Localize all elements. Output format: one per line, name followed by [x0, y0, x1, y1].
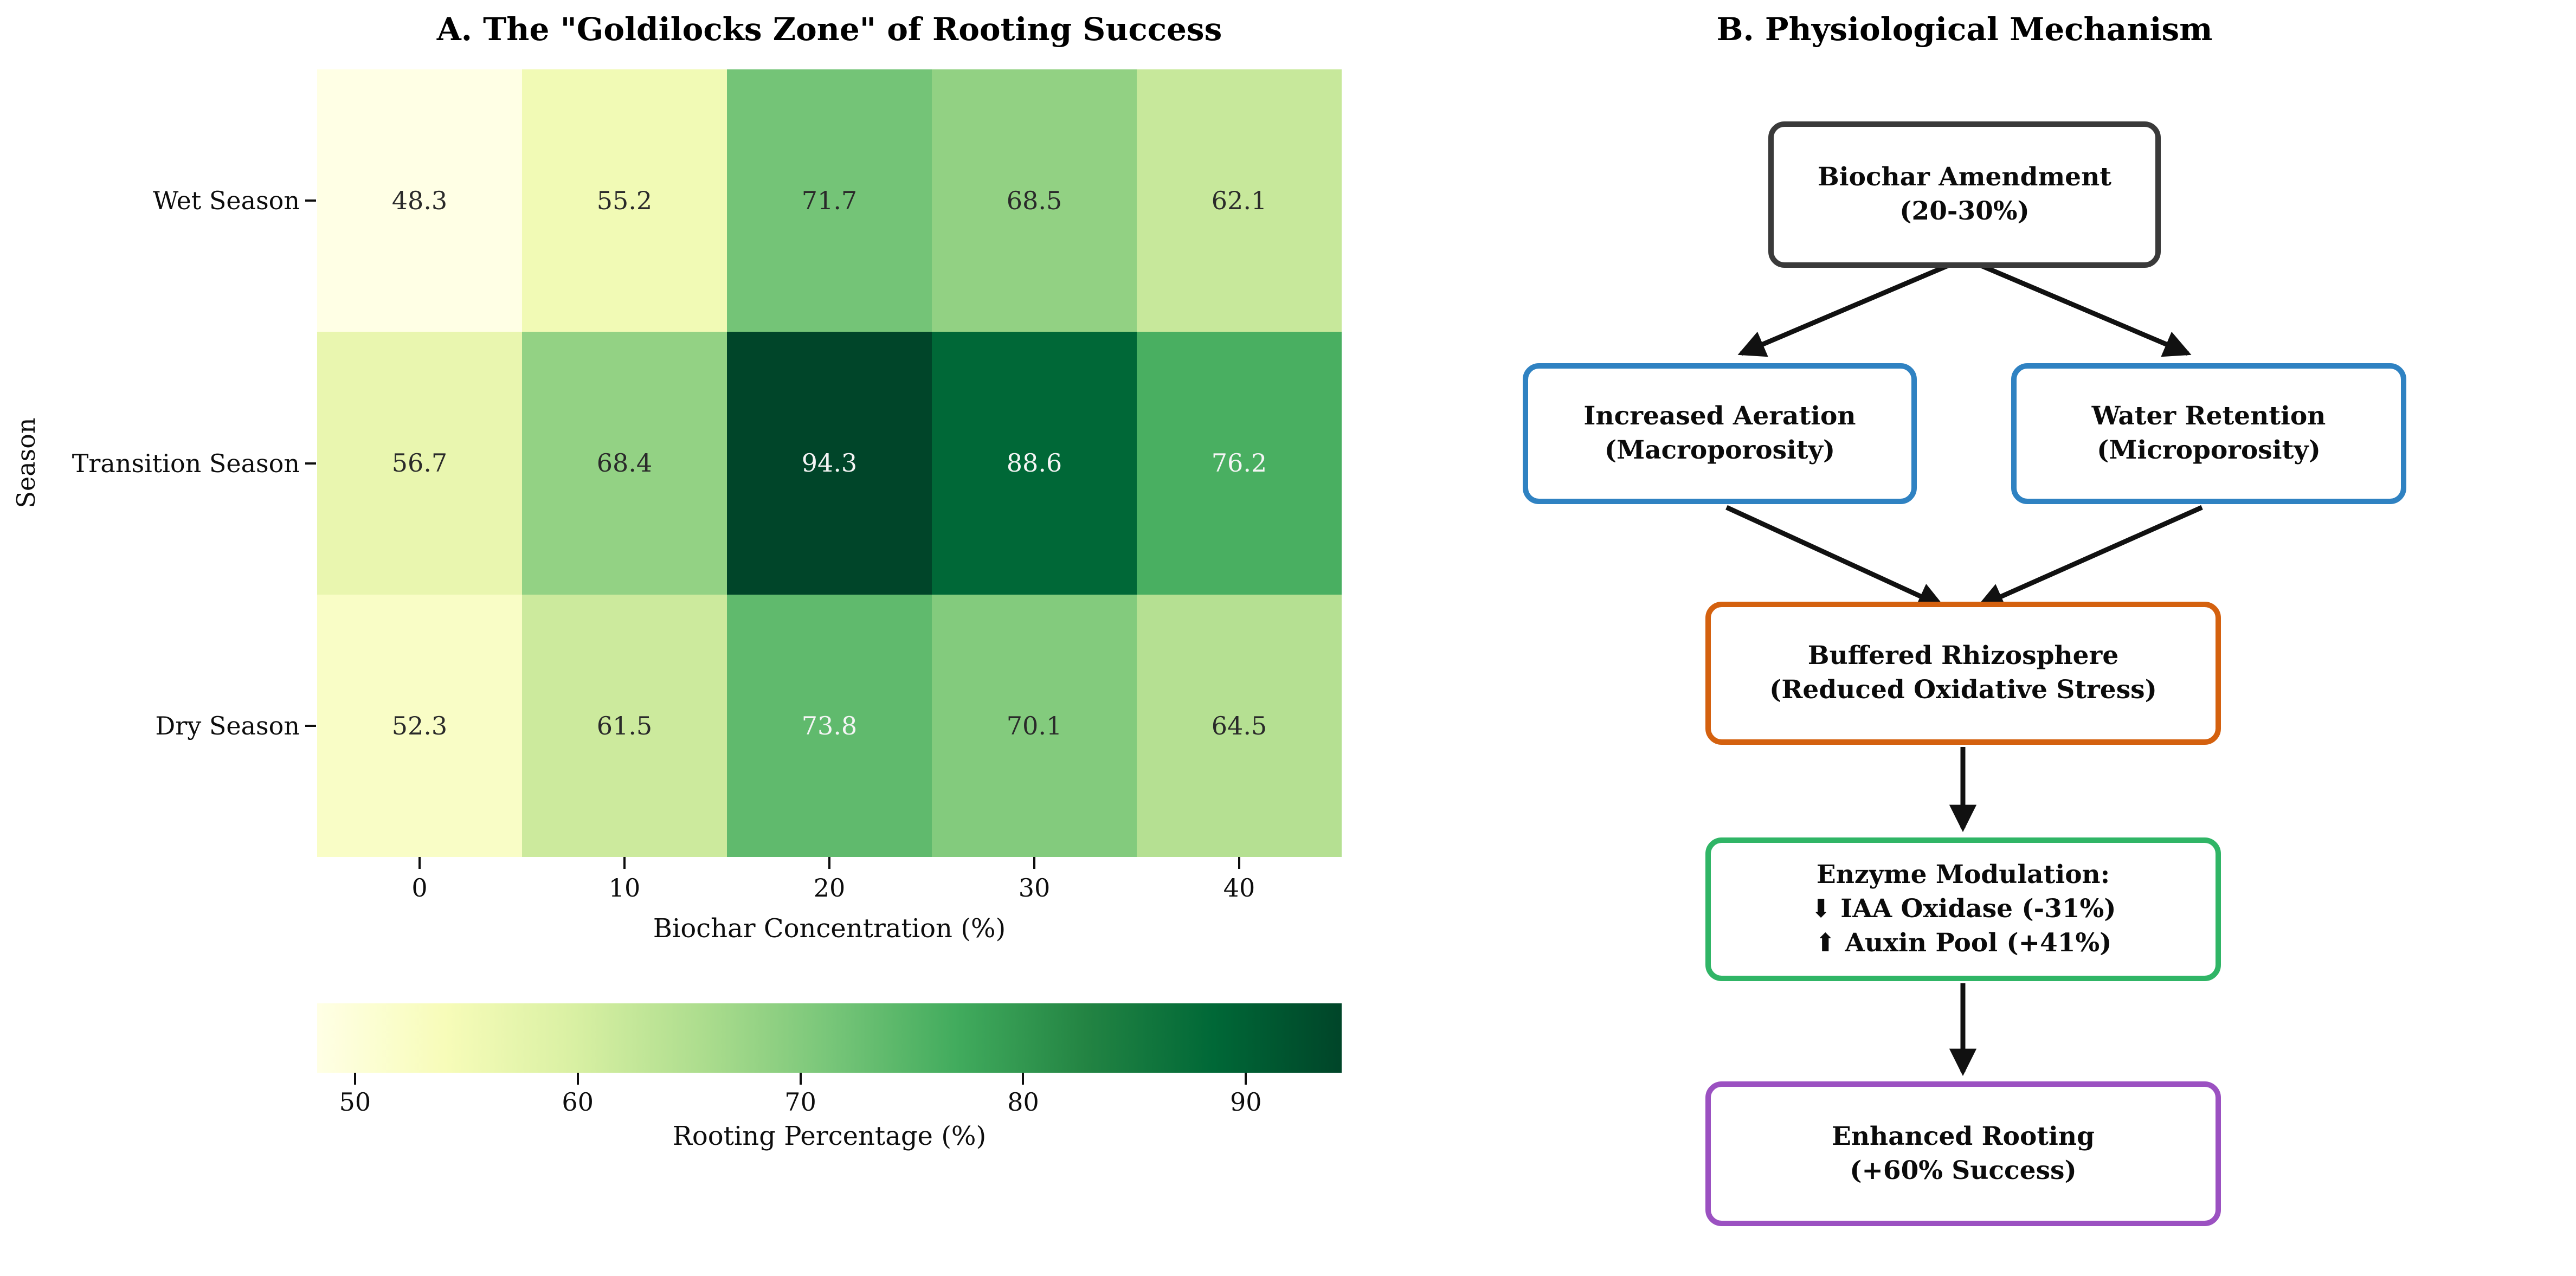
heatmap-cell-value: 55.2: [596, 186, 653, 216]
colorbar-tick-mark: [1022, 1073, 1025, 1085]
y-tick-label: Transition Season: [72, 448, 300, 478]
y-tick-mark: [305, 462, 316, 465]
colorbar-tick-label: 60: [562, 1087, 594, 1117]
x-tick-label: 10: [608, 873, 641, 903]
x-tick-mark: [1033, 857, 1035, 869]
arrow-water-retention-to-rhizosphere: [1976, 505, 2203, 609]
heatmap-cell: 88.6: [932, 332, 1137, 595]
flow-box-line: Buffered Rhizosphere: [1807, 641, 2119, 671]
heatmap-cell-value: 68.5: [1006, 186, 1062, 216]
flow-box-line: (20-30%): [1899, 196, 2030, 226]
colorbar-tick-mark: [576, 1073, 579, 1085]
heatmap-cell-value: 48.3: [391, 186, 448, 216]
y-tick-mark: [305, 199, 316, 202]
y-tick-label: Wet Season: [153, 186, 300, 216]
flow-box-enhanced-rooting: Enhanced Rooting (+60% Success): [1705, 1081, 2221, 1226]
heatmap-cell: 68.5: [932, 69, 1137, 332]
x-tick-label: 30: [1018, 873, 1051, 903]
heatmap-cell-value: 62.1: [1211, 186, 1267, 216]
heatmap-cell-value: 64.5: [1211, 711, 1267, 740]
flow-box-water-retention: Water Retention (Microporosity): [2011, 363, 2406, 504]
flow-box-line: (Microporosity): [2097, 435, 2321, 465]
colorbar-tick-label: 90: [1230, 1087, 1262, 1117]
heatmap-cell: 71.7: [727, 69, 932, 332]
heatmap-cell: 48.3: [317, 69, 522, 332]
heatmap-cell-value: 76.2: [1211, 448, 1267, 478]
heatmap-cell-value: 70.1: [1006, 711, 1062, 740]
x-tick-mark: [418, 857, 421, 869]
flow-box-line: (Reduced Oxidative Stress): [1769, 675, 2157, 705]
x-tick-label: 20: [813, 873, 846, 903]
heatmap-cell: 76.2: [1137, 332, 1342, 595]
x-tick-label: 40: [1223, 873, 1255, 903]
heatmap-cell-value: 94.3: [801, 448, 858, 478]
x-tick-mark: [623, 857, 626, 869]
heatmap-cell: 73.8: [727, 594, 932, 857]
flow-box-line: Increased Aeration: [1583, 401, 1856, 431]
heatmap-cell: 94.3: [727, 332, 932, 595]
colorbar-label: Rooting Percentage (%): [672, 1121, 987, 1151]
x-tick-label: 0: [411, 873, 428, 903]
flow-box-line: Water Retention: [2091, 401, 2326, 431]
flow-box-line: Enzyme Modulation:: [1816, 860, 2110, 890]
y-tick-label: Dry Season: [155, 711, 300, 740]
heatmap-cell: 56.7: [317, 332, 522, 595]
heatmap-cell: 68.4: [522, 332, 727, 595]
flow-box-line: (Macroporosity): [1604, 435, 1836, 465]
heatmap-cell-value: 88.6: [1006, 448, 1062, 478]
x-tick-mark: [1238, 857, 1240, 869]
flow-box-line: ⬇ IAA Oxidase (-31%): [1810, 894, 2116, 924]
heatmap-cell-value: 73.8: [801, 711, 858, 740]
colorbar-tick-mark: [1245, 1073, 1247, 1085]
heatmap-cell: 52.3: [317, 594, 522, 857]
flow-box-increased-aeration: Increased Aeration (Macroporosity): [1523, 363, 1917, 504]
heatmap-cell-value: 56.7: [391, 448, 448, 478]
panel-a-title: A. The "Goldilocks Zone" of Rooting Succ…: [436, 11, 1222, 48]
arrow-biochar-to-water-retention: [1967, 257, 2192, 357]
y-tick-mark: [305, 724, 316, 727]
colorbar-tick-mark: [799, 1073, 802, 1085]
heatmap-cell: 64.5: [1137, 594, 1342, 857]
flow-box-buffered-rhizosphere: Buffered Rhizosphere (Reduced Oxidative S…: [1705, 602, 2221, 745]
arrow-biochar-to-aeration: [1737, 257, 1962, 357]
flow-box-biochar-amendment: Biochar Amendment (20-30%): [1768, 121, 2161, 268]
colorbar: [317, 1003, 1342, 1073]
arrow-aeration-to-rhizosphere: [1725, 505, 1946, 609]
heatmap-cell: 70.1: [932, 594, 1137, 857]
flow-box-line: Biochar Amendment: [1818, 162, 2111, 192]
colorbar-tick-mark: [353, 1073, 356, 1085]
heatmap-cell-value: 52.3: [391, 711, 448, 740]
flow-box-enzyme-modulation: Enzyme Modulation: ⬇ IAA Oxidase (-31%) ⬆ …: [1705, 837, 2221, 981]
heatmap-cell-value: 71.7: [801, 186, 858, 216]
heatmap-cell: 61.5: [522, 594, 727, 857]
colorbar-tick-label: 50: [339, 1087, 371, 1117]
heatmap-cell: 55.2: [522, 69, 727, 332]
panel-b-title: B. Physiological Mechanism: [1716, 11, 2213, 48]
x-axis-label: Biochar Concentration (%): [653, 913, 1006, 944]
heatmap-cell-value: 68.4: [596, 448, 653, 478]
heatmap-cell: 62.1: [1137, 69, 1342, 332]
heatmap: 48.3 55.2 71.7 68.5 62.1 56.7 68.4 94.3 88.6 76.2…: [317, 69, 1342, 857]
colorbar-tick-label: 70: [784, 1087, 816, 1117]
heatmap-cell-value: 61.5: [596, 711, 653, 740]
flow-box-line: (+60% Success): [1850, 1155, 2077, 1185]
colorbar-tick-label: 80: [1007, 1087, 1039, 1117]
flow-box-line: Enhanced Rooting: [1832, 1121, 2095, 1151]
flow-box-line: ⬆ Auxin Pool (+41%): [1814, 927, 2112, 958]
x-tick-mark: [828, 857, 830, 869]
